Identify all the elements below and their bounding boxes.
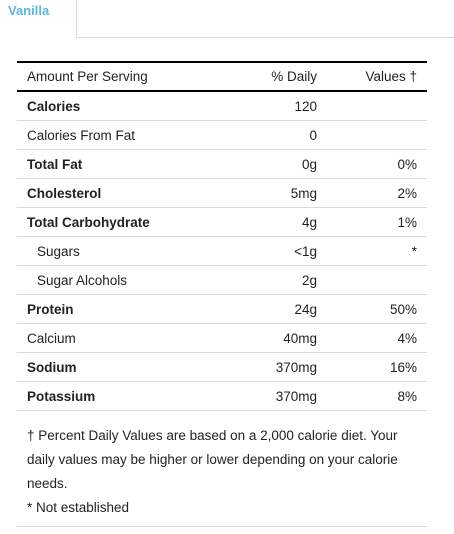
nutrient-daily-value: 1%: [327, 207, 427, 237]
nutrient-name: Total Carbohydrate: [17, 207, 217, 237]
nutrient-amount: 40mg: [217, 323, 327, 353]
nutrient-daily-value: 8%: [327, 381, 427, 411]
nutrient-name: Total Fat: [17, 149, 217, 179]
nutrient-daily-value: [327, 120, 427, 150]
header-percent-daily: % Daily: [217, 62, 327, 92]
nutrient-daily-value: *: [327, 236, 427, 266]
table-row: Calories From Fat 0: [17, 120, 427, 150]
tab-underline: [76, 37, 454, 38]
nutrient-amount: 370mg: [217, 352, 327, 382]
table-row: Sugars <1g *: [17, 236, 427, 266]
footnotes: † Percent Daily Values are based on a 2,…: [27, 424, 422, 520]
daily-values-note: † Percent Daily Values are based on a 2,…: [27, 428, 398, 491]
product-tabs: Vanilla: [0, 0, 454, 38]
nutrient-name: Potassium: [17, 381, 217, 411]
nutrient-amount: <1g: [217, 236, 327, 266]
table-row: Potassium 370mg 8%: [17, 381, 427, 411]
table-row: Total Fat 0g 0%: [17, 149, 427, 179]
nutrient-name: Sodium: [17, 352, 217, 382]
table-row: Calcium 40mg 4%: [17, 323, 427, 353]
tab-vanilla-label: Vanilla: [8, 3, 50, 18]
table-row: Total Carbohydrate 4g 1%: [17, 207, 427, 237]
nutrient-amount: 0: [217, 120, 327, 150]
nutrient-amount: 4g: [217, 207, 327, 237]
not-established-note: * Not established: [27, 500, 130, 515]
nutrition-facts-panel: Amount Per Serving % Daily Values † Calo…: [17, 61, 427, 411]
nutrient-name: Cholesterol: [17, 178, 217, 208]
nutrient-daily-value: [327, 91, 427, 121]
table-row: Protein 24g 50%: [17, 294, 427, 324]
nutrient-amount: 370mg: [217, 381, 327, 411]
nutrient-daily-value: 2%: [327, 178, 427, 208]
nutrient-name: Protein: [17, 294, 217, 324]
nutrient-daily-value: [327, 265, 427, 295]
nutrient-name: Calcium: [17, 323, 217, 353]
nutrient-name: Calories From Fat: [17, 120, 217, 150]
nutrient-name: Sugars: [17, 236, 217, 266]
footer-divider: [17, 526, 427, 527]
nutrient-name: Calories: [17, 91, 217, 121]
header-values: Values †: [327, 62, 427, 92]
tab-vanilla[interactable]: Vanilla: [0, 0, 77, 38]
nutrient-amount: 2g: [217, 265, 327, 295]
nutrient-amount: 0g: [217, 149, 327, 179]
header-amount-per-serving: Amount Per Serving: [17, 62, 217, 92]
nutrient-daily-value: 4%: [327, 323, 427, 353]
table-header-row: Amount Per Serving % Daily Values †: [17, 62, 427, 92]
nutrient-daily-value: 50%: [327, 294, 427, 324]
nutrient-daily-value: 16%: [327, 352, 427, 382]
nutrient-amount: 5mg: [217, 178, 327, 208]
table-row: Cholesterol 5mg 2%: [17, 178, 427, 208]
nutrient-daily-value: 0%: [327, 149, 427, 179]
nutrient-amount: 24g: [217, 294, 327, 324]
table-row: Sugar Alcohols 2g: [17, 265, 427, 295]
nutrient-amount: 120: [217, 91, 327, 121]
table-row: Sodium 370mg 16%: [17, 352, 427, 382]
table-row: Calories 120: [17, 91, 427, 121]
nutrition-table: Amount Per Serving % Daily Values † Calo…: [17, 61, 427, 411]
nutrient-name: Sugar Alcohols: [17, 265, 217, 295]
